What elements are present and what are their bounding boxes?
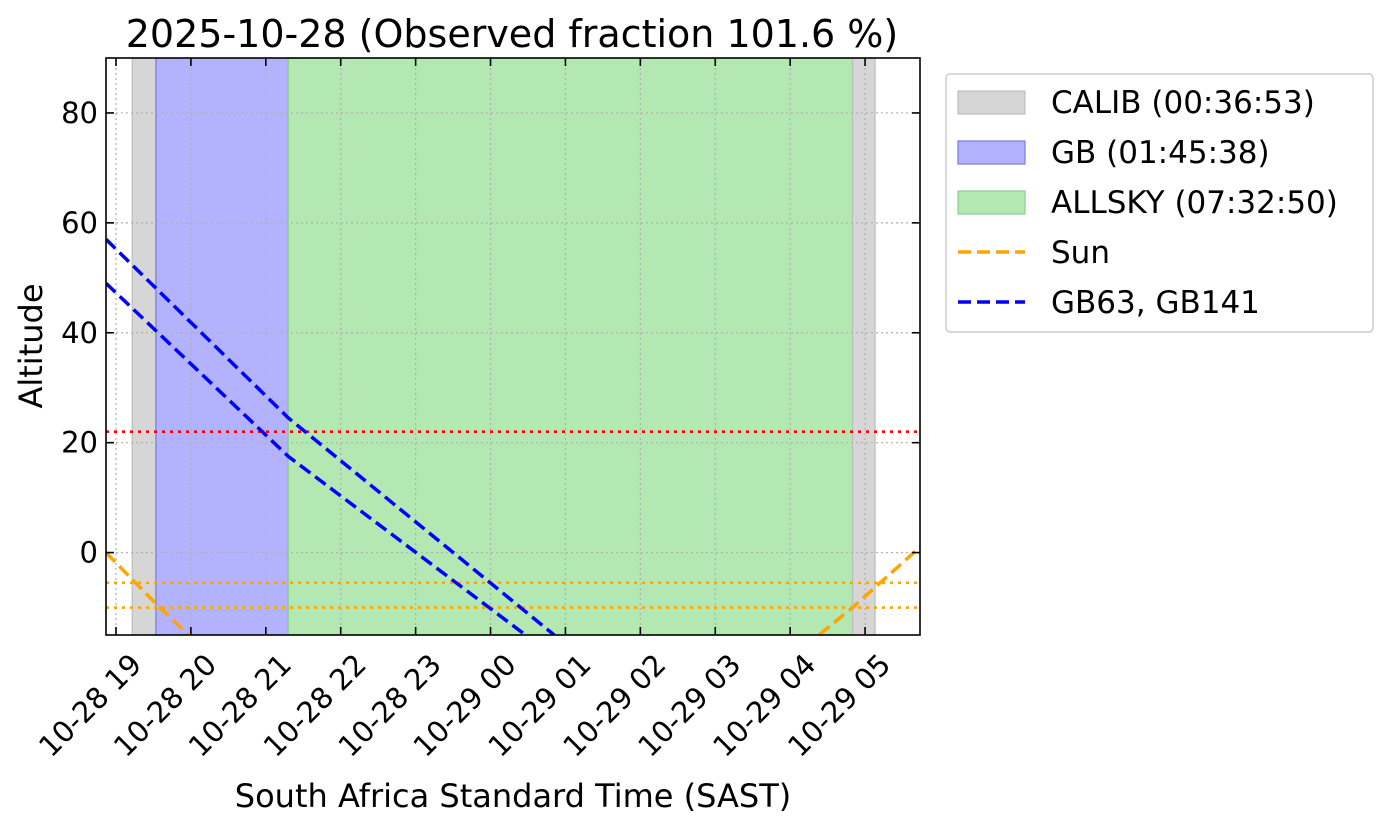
y-tick-label-2: 40 <box>61 316 98 350</box>
y-tick-label-1: 20 <box>61 426 98 460</box>
legend-label-1: GB (01:45:38) <box>1051 135 1270 171</box>
span-calib-0 <box>132 58 156 635</box>
legend: CALIB (00:36:53) GB (01:45:38) ALLSKY (07:… <box>945 73 1374 333</box>
legend-swatch-0 <box>957 90 1026 115</box>
plot-frame <box>105 57 921 636</box>
legend-label-4: GB63, GB141 <box>1051 285 1260 321</box>
series-gb63-line <box>106 238 556 635</box>
y-axis-label: Altitude <box>12 283 50 408</box>
span-allsky-2 <box>288 58 853 635</box>
span-calib-end-3 <box>852 58 876 635</box>
series-2-line <box>106 282 527 635</box>
y-tick-label-3: 60 <box>61 206 98 240</box>
chart-title: 2025-10-28 (Observed fraction 101.6 %) <box>126 12 899 56</box>
y-tick-label-4: 80 <box>61 96 98 130</box>
legend-label-2: ALLSKY (07:32:50) <box>1051 185 1338 221</box>
x-axis-label: South Africa Standard Time (SAST) <box>235 777 791 815</box>
plot-content <box>106 58 920 635</box>
legend-swatch-2 <box>957 190 1026 215</box>
series-sun-line <box>106 545 920 635</box>
legend-swatch-1 <box>957 140 1026 165</box>
span-gb-1 <box>155 58 289 635</box>
legend-label-3: Sun <box>1051 235 1110 271</box>
legend-label-0: CALIB (00:36:53) <box>1051 85 1315 121</box>
legend-box <box>945 73 1374 333</box>
y-tick-label-0: 0 <box>80 536 98 570</box>
